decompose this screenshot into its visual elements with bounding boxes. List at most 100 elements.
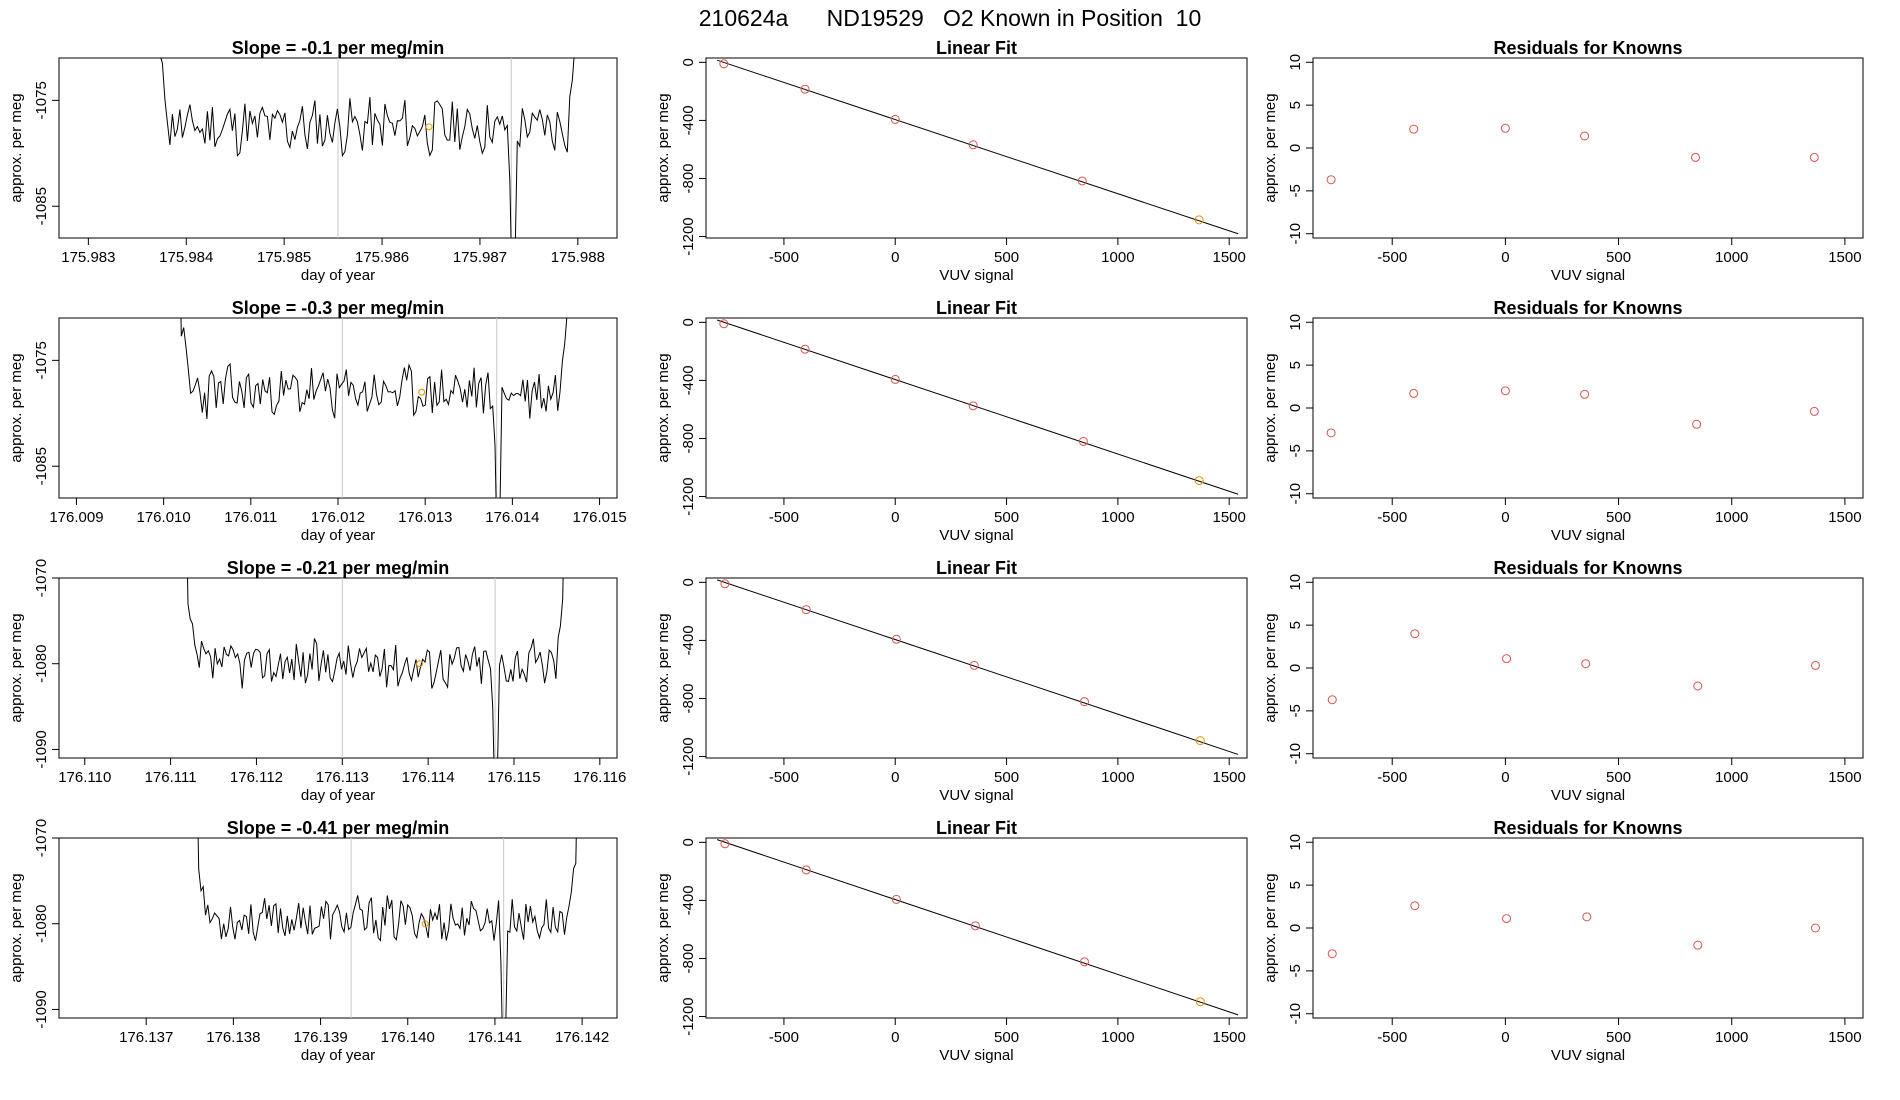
trace-line (197, 838, 577, 1018)
y-tick-label: -1200 (680, 217, 697, 255)
y-axis: 10 5 0 -5 -10 (1287, 574, 1313, 765)
residuals-panel-4: Residuals for Knowns -500 0 500 1000 1500 VUV … (1262, 818, 1864, 1064)
y-axis-label: approx. per meg (1262, 93, 1279, 202)
plot-title: Residuals for Knowns (1493, 818, 1682, 838)
x-tick-label: 1500 (1213, 1029, 1246, 1046)
data-point (1327, 949, 1337, 959)
x-axis-label: VUV signal (939, 1047, 1013, 1064)
data-point (890, 114, 900, 124)
x-tick-label: 1500 (1828, 509, 1861, 526)
x-tick-label: 1500 (1828, 1029, 1861, 1046)
x-axis: -500 0 500 1000 1500 (1377, 758, 1862, 786)
plot-frame (58, 577, 618, 759)
x-tick-label: 500 (1606, 1029, 1631, 1046)
y-tick-label: 10 (1287, 314, 1304, 331)
plot-data (160, 58, 575, 238)
x-tick-label: -500 (769, 249, 799, 266)
data-point (1581, 659, 1591, 669)
x-tick-label: 1500 (1828, 249, 1861, 266)
y-tick-label: 0 (1287, 664, 1304, 672)
plot-data (1326, 123, 1819, 185)
data-point (720, 579, 730, 589)
plot-title: Residuals for Knowns (1493, 298, 1682, 318)
x-tick-label: 1000 (1101, 769, 1134, 786)
x-tick-label: 500 (1606, 249, 1631, 266)
data-point (1327, 695, 1337, 705)
linear-fit-panel-4: Linear Fit -500 0 500 1000 1500 VUV signal 0 -40… (655, 818, 1248, 1064)
y-tick-label: -800 (680, 423, 697, 453)
plot-title: Residuals for Knowns (1493, 558, 1682, 578)
x-tick-label: 1500 (1213, 769, 1246, 786)
data-point (800, 84, 810, 94)
data-point (1078, 436, 1088, 446)
y-tick-label: 10 (1287, 574, 1304, 591)
data-point (1502, 914, 1512, 924)
plot-title: Linear Fit (936, 38, 1017, 58)
x-axis-label: VUV signal (1551, 267, 1625, 284)
highlight-marker (425, 123, 433, 131)
x-tick-label: 176.009 (49, 509, 103, 526)
data-point (970, 921, 980, 931)
y-tick-label: 0 (1287, 924, 1304, 932)
data-point (1693, 681, 1703, 691)
plot-frame (1312, 577, 1864, 759)
plot-frame (1312, 837, 1864, 1019)
plot-frame (705, 837, 1248, 1019)
data-point (891, 894, 901, 904)
plot-title: Residuals for Knowns (1493, 38, 1682, 58)
x-tick-label: -500 (1377, 1029, 1407, 1046)
y-axis: -1070 -1080 -1090 (33, 819, 59, 1029)
data-point (801, 605, 811, 615)
linear-fit-panel-3: Linear Fit -500 0 500 1000 1500 VUV signal 0 -40… (655, 558, 1248, 804)
x-tick-label: 0 (1501, 249, 1509, 266)
y-tick-label: -1200 (680, 997, 697, 1035)
y-tick-label: 5 (1287, 101, 1304, 109)
linear-fit-panel-1: Linear Fit -500 0 500 1000 1500 VUV signal 0 -40… (655, 38, 1248, 284)
residuals-panel-1: Residuals for Knowns -500 0 500 1000 1500 VUV … (1262, 38, 1864, 284)
x-axis-label: day of year (301, 527, 375, 544)
x-tick-label: 0 (891, 249, 899, 266)
x-tick-label: 500 (1606, 509, 1631, 526)
plot-frame (705, 577, 1248, 759)
y-tick-label: 0 (680, 318, 697, 326)
trace-line (187, 578, 564, 758)
data-point (1809, 152, 1819, 162)
x-axis: -500 0 500 1000 1500 (769, 758, 1246, 786)
x-axis-label: VUV signal (1551, 527, 1625, 544)
plot-title: Linear Fit (936, 818, 1017, 838)
y-tick-label: -1090 (33, 990, 50, 1028)
data-point (801, 865, 811, 875)
data-point (1326, 175, 1336, 185)
data-point-highlight (1194, 476, 1204, 486)
x-tick-label: 1000 (1101, 249, 1134, 266)
plot-data (716, 59, 1239, 235)
fit-line (716, 59, 1239, 235)
x-tick-label: 175.988 (551, 249, 605, 266)
x-tick-label: 176.112 (230, 769, 283, 786)
data-point (1079, 957, 1089, 967)
data-point-highlight (1195, 736, 1205, 746)
data-point (1502, 654, 1512, 664)
x-tick-label: 176.113 (316, 769, 369, 786)
y-axis-label: approx. per meg (655, 873, 672, 982)
data-point (1580, 131, 1590, 141)
highlight-marker (416, 660, 424, 668)
y-tick-label: -1085 (33, 447, 50, 485)
y-tick-label: 10 (1287, 54, 1304, 71)
y-tick-label: 0 (680, 578, 697, 586)
x-tick-label: -500 (1377, 249, 1407, 266)
trace-line (180, 318, 568, 498)
y-tick-label: -1070 (33, 559, 50, 597)
y-tick-label: -800 (680, 943, 697, 973)
x-tick-label: 1000 (1101, 509, 1134, 526)
plot-data (716, 579, 1239, 755)
x-tick-label: 175.987 (453, 249, 507, 266)
plot-title: Slope = -0.3 per meg/min (232, 298, 445, 318)
plot-frame (705, 57, 1248, 239)
y-axis-label: approx. per meg (8, 93, 25, 202)
data-point (1410, 901, 1420, 911)
y-tick-label: -400 (680, 365, 697, 395)
data-point (1500, 386, 1510, 396)
